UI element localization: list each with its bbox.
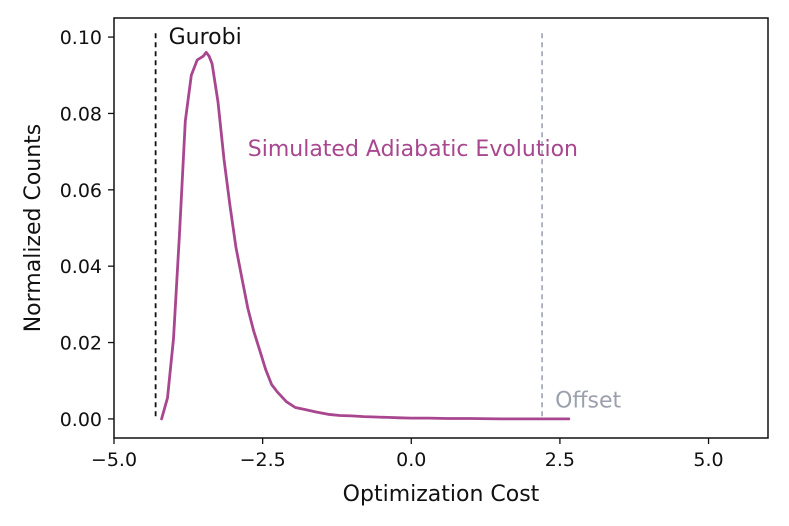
y-axis-title: Normalized Counts <box>21 124 46 333</box>
y-tick-label: 0.06 <box>60 180 102 202</box>
offset-label: Offset <box>555 389 621 414</box>
x-tick-label: −5.0 <box>91 449 137 471</box>
y-axis-ticks: 0.00 0.02 0.04 0.06 0.08 0.10 <box>60 27 114 431</box>
x-tick-label: −2.5 <box>240 449 286 471</box>
y-tick-label: 0.10 <box>60 27 102 49</box>
reference-lines: Gurobi Offset <box>154 25 622 419</box>
series-layer <box>160 51 571 421</box>
y-tick-label: 0.02 <box>60 333 102 355</box>
gurobi-label: Gurobi <box>169 25 242 50</box>
annotation-layer: Simulated Adiabatic Evolution <box>248 137 578 162</box>
plot-area-frame <box>113 17 769 439</box>
x-tick-label: 5.0 <box>693 449 723 471</box>
x-tick-label: 2.5 <box>545 449 575 471</box>
series-line-simulated-adiabatic-evolution <box>160 51 571 421</box>
series-annotation: Simulated Adiabatic Evolution <box>248 137 578 162</box>
y-tick-label: 0.08 <box>60 103 102 125</box>
y-tick-label: 0.00 <box>60 409 102 431</box>
y-tick-label: 0.04 <box>60 256 102 278</box>
x-axis-title: Optimization Cost <box>343 482 540 507</box>
x-axis-ticks: −5.0 −2.5 0.0 2.5 5.0 <box>91 438 724 471</box>
x-tick-label: 0.0 <box>396 449 426 471</box>
